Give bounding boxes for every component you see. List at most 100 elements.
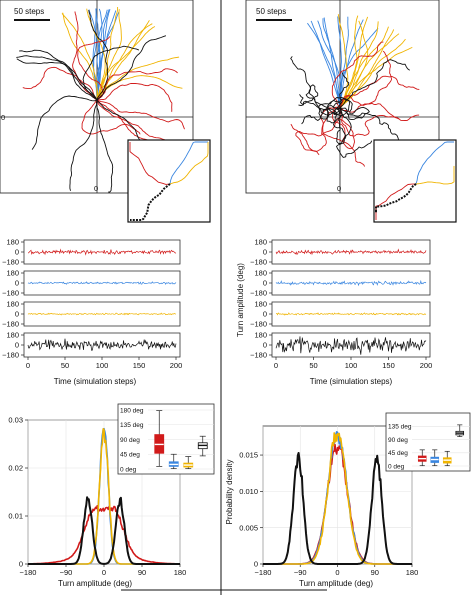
red-trajectory (96, 99, 185, 130)
blue-trajectory (307, 22, 341, 109)
x-tick-label: 0 (102, 568, 106, 577)
right-time-ylabel: Turn amplitude (deg) (236, 263, 245, 337)
right-distribution-panel: −180 −90 0 90 180 0.015 0.010 0.005 0 135 deg 90 d… (239, 412, 471, 577)
black-trajectory (16, 55, 98, 101)
zoom-red-path (375, 183, 417, 220)
yellow-trajectory (62, 12, 99, 101)
y-tick-label: −180 (250, 289, 267, 298)
right-zoom-inset (373, 139, 457, 223)
yellow-trajectory (61, 13, 98, 100)
x-tick-label: 100 (345, 361, 358, 370)
red-trajectory (320, 107, 365, 167)
y-tick-label: 180 (254, 269, 267, 278)
red-trajectory (339, 95, 420, 122)
y-tick-label: −180 (2, 289, 19, 298)
yellow-trajectory (96, 20, 150, 101)
x-tick-label: 200 (420, 361, 433, 370)
yellow-trajectory (96, 56, 180, 101)
y-tick-label: 0 (263, 248, 267, 257)
black-trajectory (326, 72, 350, 124)
yellow-trajectory (339, 16, 369, 109)
y-tick-label: 0 (15, 310, 19, 319)
red-time-series (27, 248, 177, 256)
red-trajectory (331, 106, 355, 150)
time-series-frame (271, 332, 431, 358)
right-dist-xlabel: Turn amplitude (deg) (299, 579, 373, 588)
right-x-zero-label: 0 (337, 184, 341, 193)
y-tick-label: 0.015 (239, 451, 258, 460)
y-tick-label: 0 (263, 279, 267, 288)
black-trajectory (299, 84, 341, 109)
black-trajectory (16, 58, 98, 101)
y-tick-label: 180 (6, 269, 19, 278)
y-tick-label: 180 (254, 331, 267, 340)
left-time-xlabel: Time (simulation steps) (54, 377, 137, 386)
boxplot-tick-label: 180 deg (120, 407, 144, 414)
x-tick-label: 150 (133, 361, 146, 370)
red-trajectory (81, 99, 141, 135)
boxplot-tick-label: 135 deg (388, 424, 412, 431)
x-tick-label: 90 (371, 568, 379, 577)
y-tick-label: −180 (2, 320, 19, 329)
red-trajectory (96, 68, 178, 101)
zoom-blue-path (169, 141, 208, 185)
blue-trajectory (95, 8, 101, 101)
black-trajectory (31, 95, 98, 150)
red-trajectory (331, 41, 384, 109)
boxplot-tick-label: 45 deg (388, 450, 408, 457)
red-trajectory (77, 36, 111, 101)
blue-trajectory (310, 20, 341, 109)
yellow-trajectory (339, 21, 379, 109)
boxplot-tick-label: 0 deg (388, 463, 405, 470)
yellow-trajectory (339, 46, 413, 109)
black-trajectory (332, 98, 370, 121)
red-trajectory (96, 99, 179, 145)
right-dist-ylabel: Probability density (225, 460, 234, 525)
x-tick-label: 90 (138, 568, 146, 577)
right-trajectory-panel: 50 steps 0 (245, 0, 457, 223)
red-trajectory (295, 107, 342, 156)
black-trajectory (298, 97, 351, 117)
left-dist-xlabel: Turn amplitude (deg) (58, 579, 132, 588)
left-trajectory-panel: 50 steps 0 0 (0, 0, 211, 223)
boxplot-tick-label: 0 deg (120, 466, 137, 473)
y-tick-label: 0 (15, 248, 19, 257)
x-tick-label: −180 (255, 568, 272, 577)
yellow-density-curve (263, 432, 412, 565)
zoom-black-path (130, 183, 171, 221)
x-tick-label: 0 (26, 361, 30, 370)
x-tick-label: 180 (406, 568, 419, 577)
zoom-black-path (375, 183, 417, 213)
zoom-red-path (129, 141, 171, 185)
x-tick-label: 200 (170, 361, 183, 370)
zoom-yellow-path (169, 141, 209, 185)
black-trajectory (95, 99, 114, 193)
yellow-trajectory (96, 23, 153, 101)
blue-trajectory (339, 19, 364, 109)
left-zoom-inset (127, 139, 211, 223)
y-tick-label: 0 (254, 560, 258, 569)
y-tick-label: 0 (263, 310, 267, 319)
y-tick-label: 180 (6, 238, 19, 247)
y-tick-label: −180 (2, 258, 19, 267)
x-tick-label: 0 (335, 568, 339, 577)
black-trajectory (301, 103, 342, 125)
blue-time-series (275, 279, 427, 287)
black-trajectory (96, 35, 167, 101)
yellow-trajectory (339, 26, 389, 109)
black-trajectory (69, 99, 98, 191)
blue-trajectory (322, 18, 341, 109)
blue-time-series (27, 281, 177, 285)
y-tick-label: 0 (15, 279, 19, 288)
zoom-yellow-path (415, 165, 455, 185)
y-tick-label: 180 (6, 300, 19, 309)
y-tick-label: −180 (250, 320, 267, 329)
black-density-curve (262, 452, 413, 565)
red-time-series (275, 248, 427, 256)
boxplot-tick-label: 45 deg (120, 452, 140, 459)
left-scale-bar-label: 50 steps (14, 7, 44, 16)
red-trajectory (96, 82, 173, 112)
y-tick-label: −180 (250, 351, 267, 360)
